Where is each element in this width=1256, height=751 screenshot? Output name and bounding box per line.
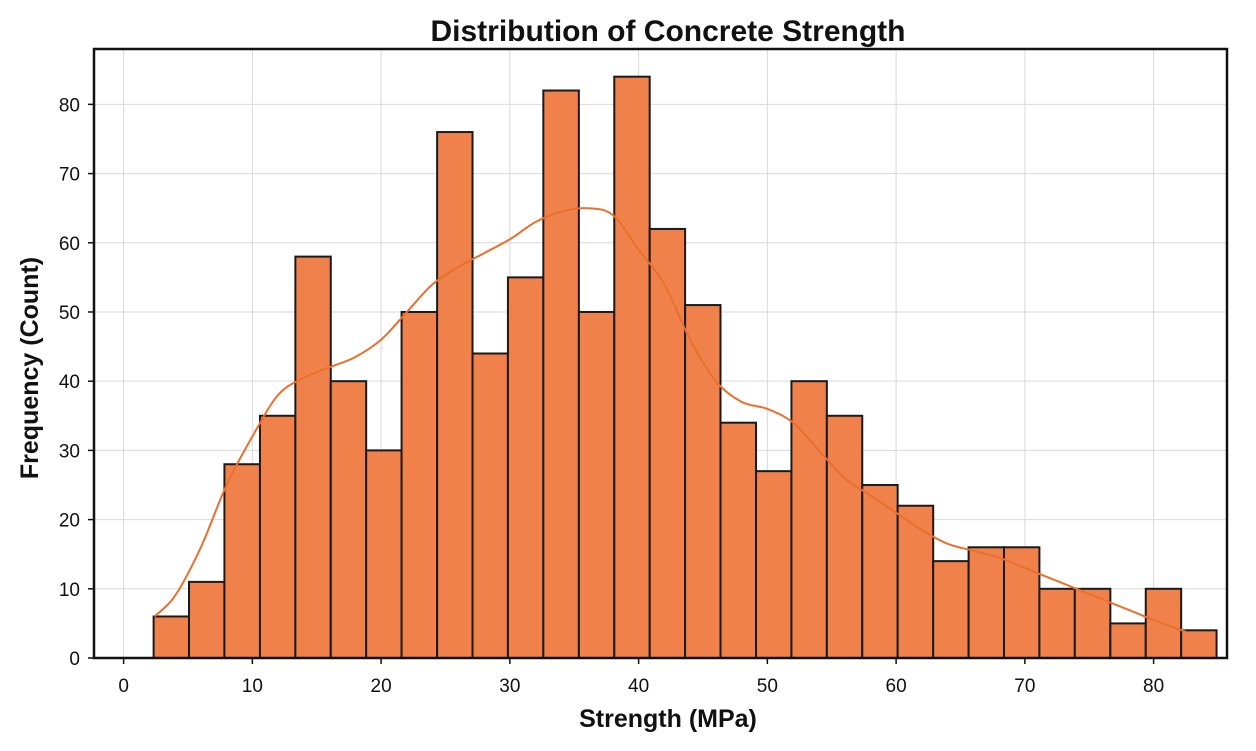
- histogram-bar: [329, 380, 368, 659]
- histogram-bar: [613, 75, 651, 659]
- x-tick-label: 10: [242, 676, 263, 697]
- x-axis-ticks: 0 10 20 30 40 50 60 70 80: [118, 658, 1164, 697]
- y-tick-label: 50: [59, 303, 80, 324]
- y-tick-label: 0: [69, 649, 80, 670]
- histogram-bar: [932, 560, 970, 660]
- y-tick-label: 20: [59, 511, 80, 532]
- histogram-bar: [506, 276, 545, 659]
- x-axis-label: Strength (MPa): [579, 705, 757, 733]
- y-axis-ticks: 0 10 20 30 40 50 60 70 80: [59, 95, 94, 670]
- histogram-bar: [400, 310, 439, 659]
- x-tick-label: 20: [371, 676, 392, 697]
- histogram-bar: [1109, 622, 1147, 659]
- kde-curve: [153, 207, 1187, 633]
- plot-frame: [92, 47, 1229, 660]
- histogram-bar: [1073, 587, 1112, 660]
- histogram-bar: [577, 310, 616, 659]
- x-tick-label: 70: [1014, 676, 1035, 697]
- x-tick-label: 50: [757, 676, 778, 697]
- histogram-bar: [1038, 587, 1076, 660]
- histogram-bar: [1180, 629, 1218, 659]
- y-tick-label: 40: [59, 372, 80, 393]
- histogram-bar: [542, 89, 580, 660]
- histogram-bars: [152, 75, 1218, 660]
- x-tick-label: 30: [499, 676, 520, 697]
- histogram-bar: [825, 414, 864, 659]
- histogram-bar: [684, 304, 722, 659]
- x-tick-label: 40: [628, 676, 649, 697]
- x-tick-label: 80: [1143, 676, 1164, 697]
- y-tick-label: 10: [59, 580, 80, 601]
- histogram-bar: [790, 380, 828, 659]
- y-tick-label: 30: [59, 441, 80, 462]
- histogram-bar: [152, 615, 191, 660]
- y-tick-label: 80: [59, 95, 80, 116]
- histogram-bar: [294, 255, 332, 659]
- y-tick-label: 70: [59, 165, 80, 186]
- histogram-bar: [1003, 546, 1041, 659]
- x-tick-label: 60: [886, 676, 907, 697]
- histogram-bar: [896, 504, 935, 659]
- kde-curve-group: [153, 207, 1187, 633]
- y-axis-label: Frequency (Count): [16, 257, 44, 479]
- histogram-bar: [755, 470, 793, 660]
- histogram-bar: [223, 463, 261, 659]
- histogram-bar: [719, 421, 758, 660]
- x-tick-label: 0: [118, 676, 129, 697]
- histogram-bar: [258, 414, 297, 659]
- y-tick-label: 60: [59, 234, 80, 255]
- histogram-bar: [648, 227, 687, 659]
- histogram-bar: [365, 449, 403, 659]
- histogram-bar: [188, 580, 226, 659]
- histogram-bar: [967, 546, 1006, 659]
- histogram-bar: [471, 352, 509, 659]
- chart-title: Distribution of Concrete Strength: [431, 15, 906, 48]
- histogram-bar: [436, 131, 474, 659]
